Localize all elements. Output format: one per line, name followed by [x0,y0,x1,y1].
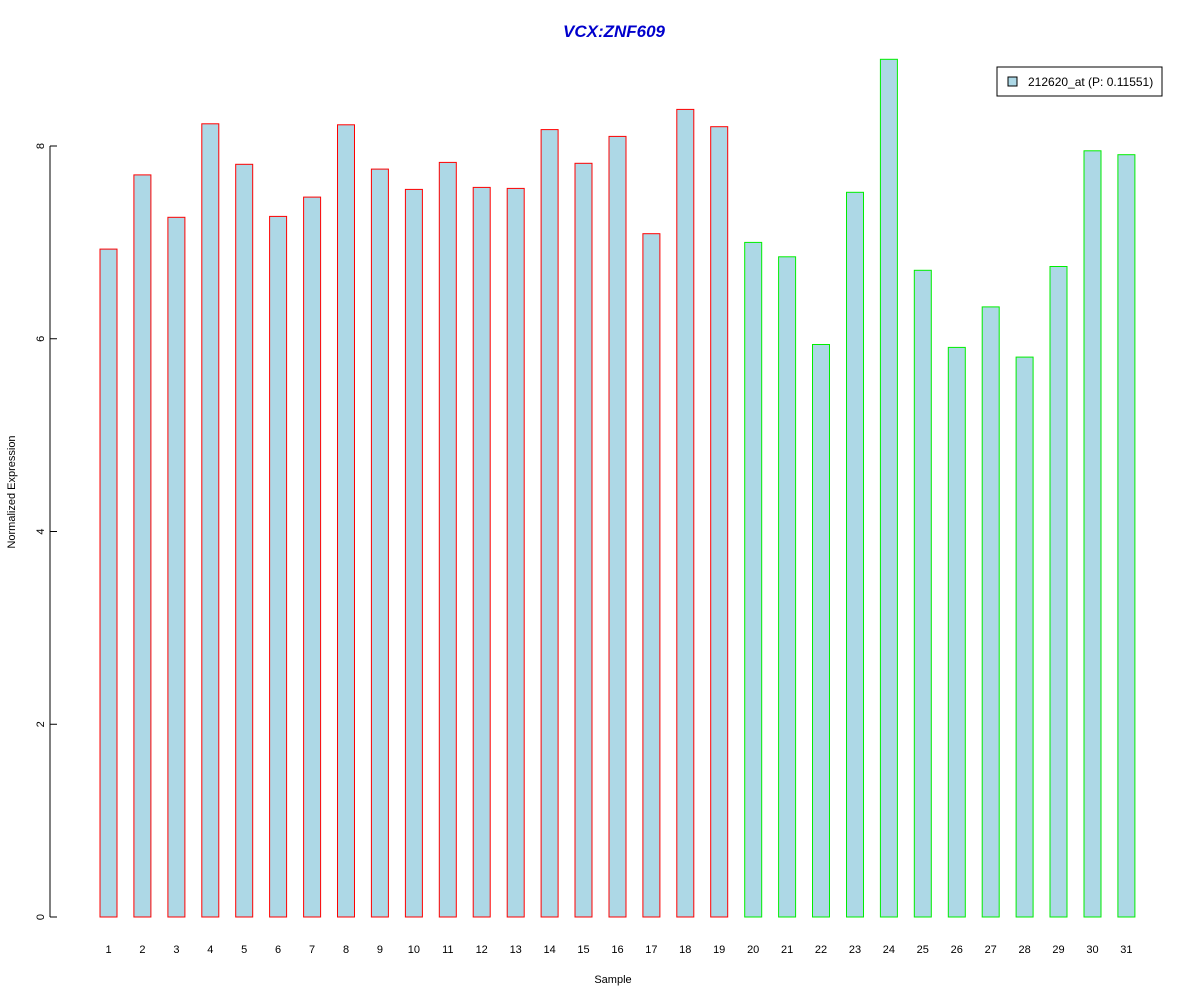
x-tick-label: 4 [207,944,213,956]
x-tick-label: 20 [747,944,759,956]
x-tick-label: 9 [377,944,383,956]
x-tick-label: 28 [1018,944,1030,956]
bar [574,162,593,918]
bar [201,123,220,918]
legend-box [996,66,1163,97]
bar [846,191,864,918]
bar [506,187,525,918]
bar [1049,266,1068,918]
x-tick-label: 14 [543,944,555,956]
x-tick-label: 6 [275,944,281,956]
bar [404,188,423,918]
x-tick-label: 16 [611,944,623,956]
bar [778,256,797,918]
bar [642,233,661,918]
y-tick-label: 4 [35,528,47,534]
x-tick-label: 26 [951,944,963,956]
y-axis-ticks: 0 2 4 6 8 [35,143,57,920]
y-tick-label: 6 [35,336,47,342]
bar [710,126,729,918]
x-tick-label: 8 [343,944,349,956]
bar [99,248,118,918]
bar [1083,150,1102,918]
bar [337,124,355,918]
bar [913,269,932,918]
bar [133,174,152,918]
bar [812,344,830,918]
x-tick-label: 5 [241,944,247,956]
chart-title: VCX:ZNF609 [563,22,666,41]
legend-swatch [1007,76,1018,87]
bar [269,215,288,918]
x-tick-label: 31 [1120,944,1132,956]
legend-label: 212620_at (P: 0.11551) [1028,75,1153,89]
y-axis-label: Normalized Expression [6,435,18,548]
bar [303,196,322,918]
bar [1117,154,1136,918]
x-tick-label: 17 [645,944,657,956]
x-tick-label: 21 [781,944,793,956]
bar [472,186,491,918]
bar [167,216,186,918]
bar [1015,356,1034,918]
y-tick-label: 2 [35,721,47,727]
x-tick-label: 2 [139,944,145,956]
x-tick-label: 7 [309,944,315,956]
bar [438,161,457,918]
bar [540,129,559,918]
bars-group [99,58,1136,918]
bar [235,163,254,918]
x-tick-label: 27 [985,944,997,956]
y-tick-label: 0 [35,914,47,920]
bar [879,58,898,918]
x-tick-label: 10 [408,944,420,956]
x-tick-label: 3 [173,944,179,956]
bar [676,108,695,918]
x-tick-label: 29 [1052,944,1064,956]
y-tick-label: 8 [35,143,47,149]
bar [947,346,966,918]
x-tick-label: 1 [105,944,111,956]
x-tick-label: 18 [679,944,691,956]
x-axis-tick-labels: 1 2 3 4 5 6 7 8 9 10 11 12 13 14 15 16 17 18 19 20 21 22 23 24 2… [105,944,1132,956]
x-tick-label: 23 [849,944,861,956]
x-tick-label: 25 [917,944,929,956]
x-axis-label: Sample [594,974,631,986]
x-tick-label: 19 [713,944,725,956]
legend: 212620_at (P: 0.11551) [996,66,1163,97]
bar [370,168,389,918]
x-tick-label: 11 [442,944,453,956]
bar [744,241,763,918]
x-tick-label: 22 [815,944,827,956]
x-tick-label: 24 [883,944,895,956]
x-tick-label: 12 [476,944,488,956]
bar [608,135,627,918]
x-tick-label: 15 [577,944,589,956]
x-tick-label: 13 [510,944,522,956]
x-tick-label: 30 [1086,944,1098,956]
bar [981,306,1000,918]
